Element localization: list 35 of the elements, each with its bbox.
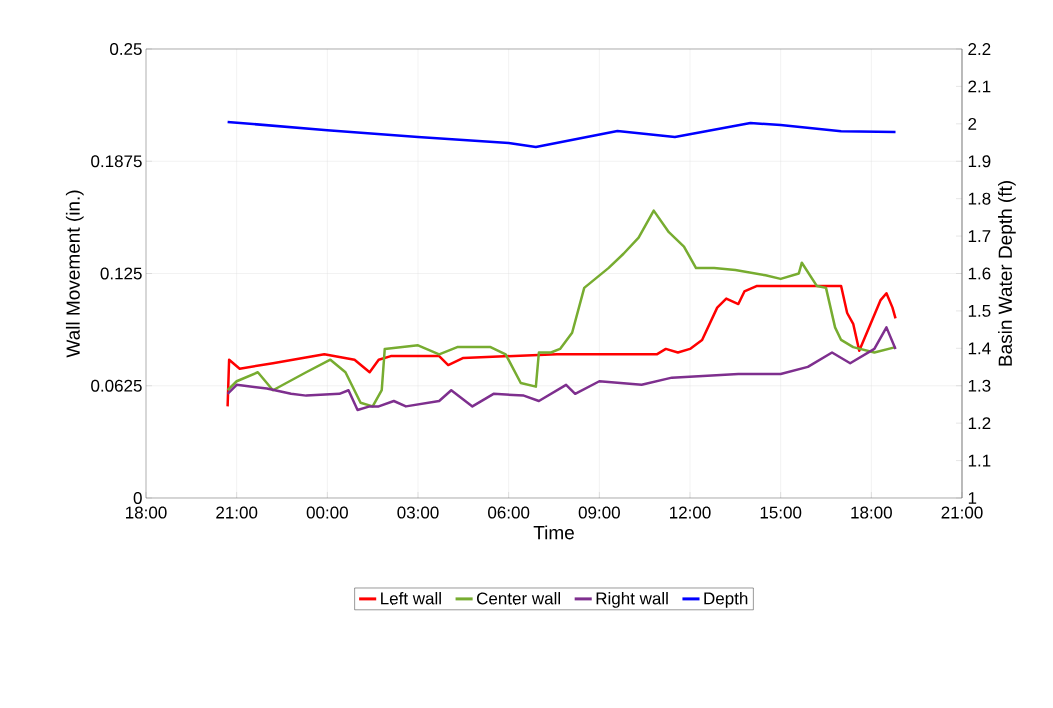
x-tick-label: 15:00 [760, 506, 802, 519]
y2-tick-label: 1.7 [968, 230, 991, 242]
x-tick-label: 18:00 [126, 506, 167, 519]
y2-tick-label: 1.6 [968, 267, 991, 280]
y-tick-label: 0.0625 [91, 379, 142, 392]
y2-axis-title: Basin Water Depth (ft) [998, 181, 1016, 366]
y2-tick-label: 1.4 [968, 342, 991, 355]
x-tick-label: 21:00 [941, 506, 983, 519]
x-axis-title: Time [533, 525, 574, 540]
x-tick-label: 03:00 [397, 506, 439, 519]
y2-tick-label: 2.2 [968, 43, 991, 55]
x-tick-label: 12:00 [670, 506, 711, 519]
y2-tick-label: 1.3 [968, 379, 991, 392]
x-tick-label: 09:00 [578, 506, 620, 519]
y-tick-label: 0.125 [100, 267, 142, 280]
y2-tick-label: 1.8 [968, 192, 991, 205]
y-axis-title: Wall Movement (in.) [65, 190, 84, 358]
y2-tick-label: 2 [968, 117, 977, 130]
legend-label: Depth [704, 591, 748, 608]
y2-tick-label: 1.5 [968, 304, 991, 317]
y2-tick-label: 1 [968, 492, 977, 504]
y-tick-label: 0 [133, 491, 142, 505]
y-tick-label: 0.25 [110, 42, 142, 56]
legend-label: Right wall [596, 591, 668, 608]
y2-tick-label: 1.9 [968, 155, 991, 168]
y-tick-label: 0.1875 [91, 155, 142, 168]
x-tick-label: 00:00 [306, 506, 348, 519]
y2-tick-label: 1.1 [968, 454, 991, 467]
y2-tick-label: 2.1 [968, 80, 991, 93]
legend-label: Left wall [381, 591, 441, 605]
x-tick-label: 21:00 [216, 506, 258, 519]
legend-label: Center wall [477, 591, 560, 605]
x-tick-label: 06:00 [488, 506, 530, 519]
y2-tick-label: 1.2 [968, 417, 991, 430]
x-tick-label: 18:00 [851, 506, 892, 519]
